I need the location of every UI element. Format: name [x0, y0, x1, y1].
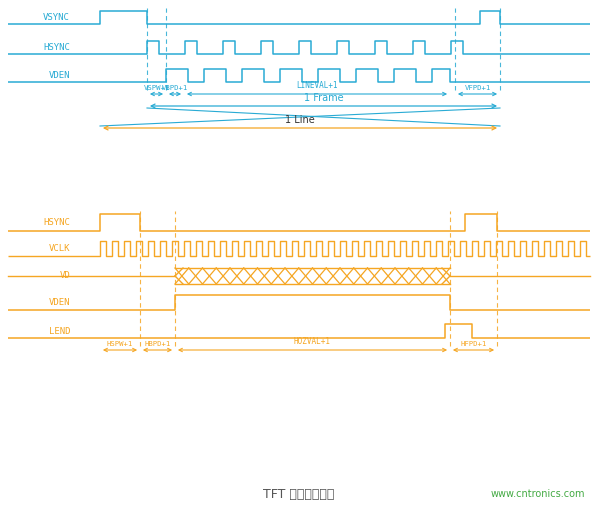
Text: www.cntronics.com: www.cntronics.com — [490, 489, 585, 499]
Text: VDEN: VDEN — [48, 298, 70, 307]
Text: HBPD+1: HBPD+1 — [144, 341, 170, 347]
Text: VSPW+1: VSPW+1 — [144, 85, 170, 90]
Text: HSPW+1: HSPW+1 — [107, 341, 133, 347]
Text: 1 Frame: 1 Frame — [304, 93, 343, 103]
Text: VSYNC: VSYNC — [43, 13, 70, 22]
Text: TFT 屏工作时序图: TFT 屏工作时序图 — [263, 488, 335, 501]
Text: LINEVAL+1: LINEVAL+1 — [296, 82, 338, 90]
Text: HSYNC: HSYNC — [43, 218, 70, 227]
Text: VBPD+1: VBPD+1 — [162, 85, 188, 90]
Text: 1 Line: 1 Line — [285, 115, 315, 125]
Text: LEND: LEND — [48, 327, 70, 335]
Text: HOZVAL+1: HOZVAL+1 — [294, 337, 331, 347]
Text: HSYNC: HSYNC — [43, 43, 70, 52]
Text: VFPD+1: VFPD+1 — [465, 85, 490, 90]
Text: HFPD+1: HFPD+1 — [460, 341, 487, 347]
Text: VDEN: VDEN — [48, 71, 70, 80]
Text: VCLK: VCLK — [48, 244, 70, 253]
Text: VD: VD — [59, 271, 70, 281]
